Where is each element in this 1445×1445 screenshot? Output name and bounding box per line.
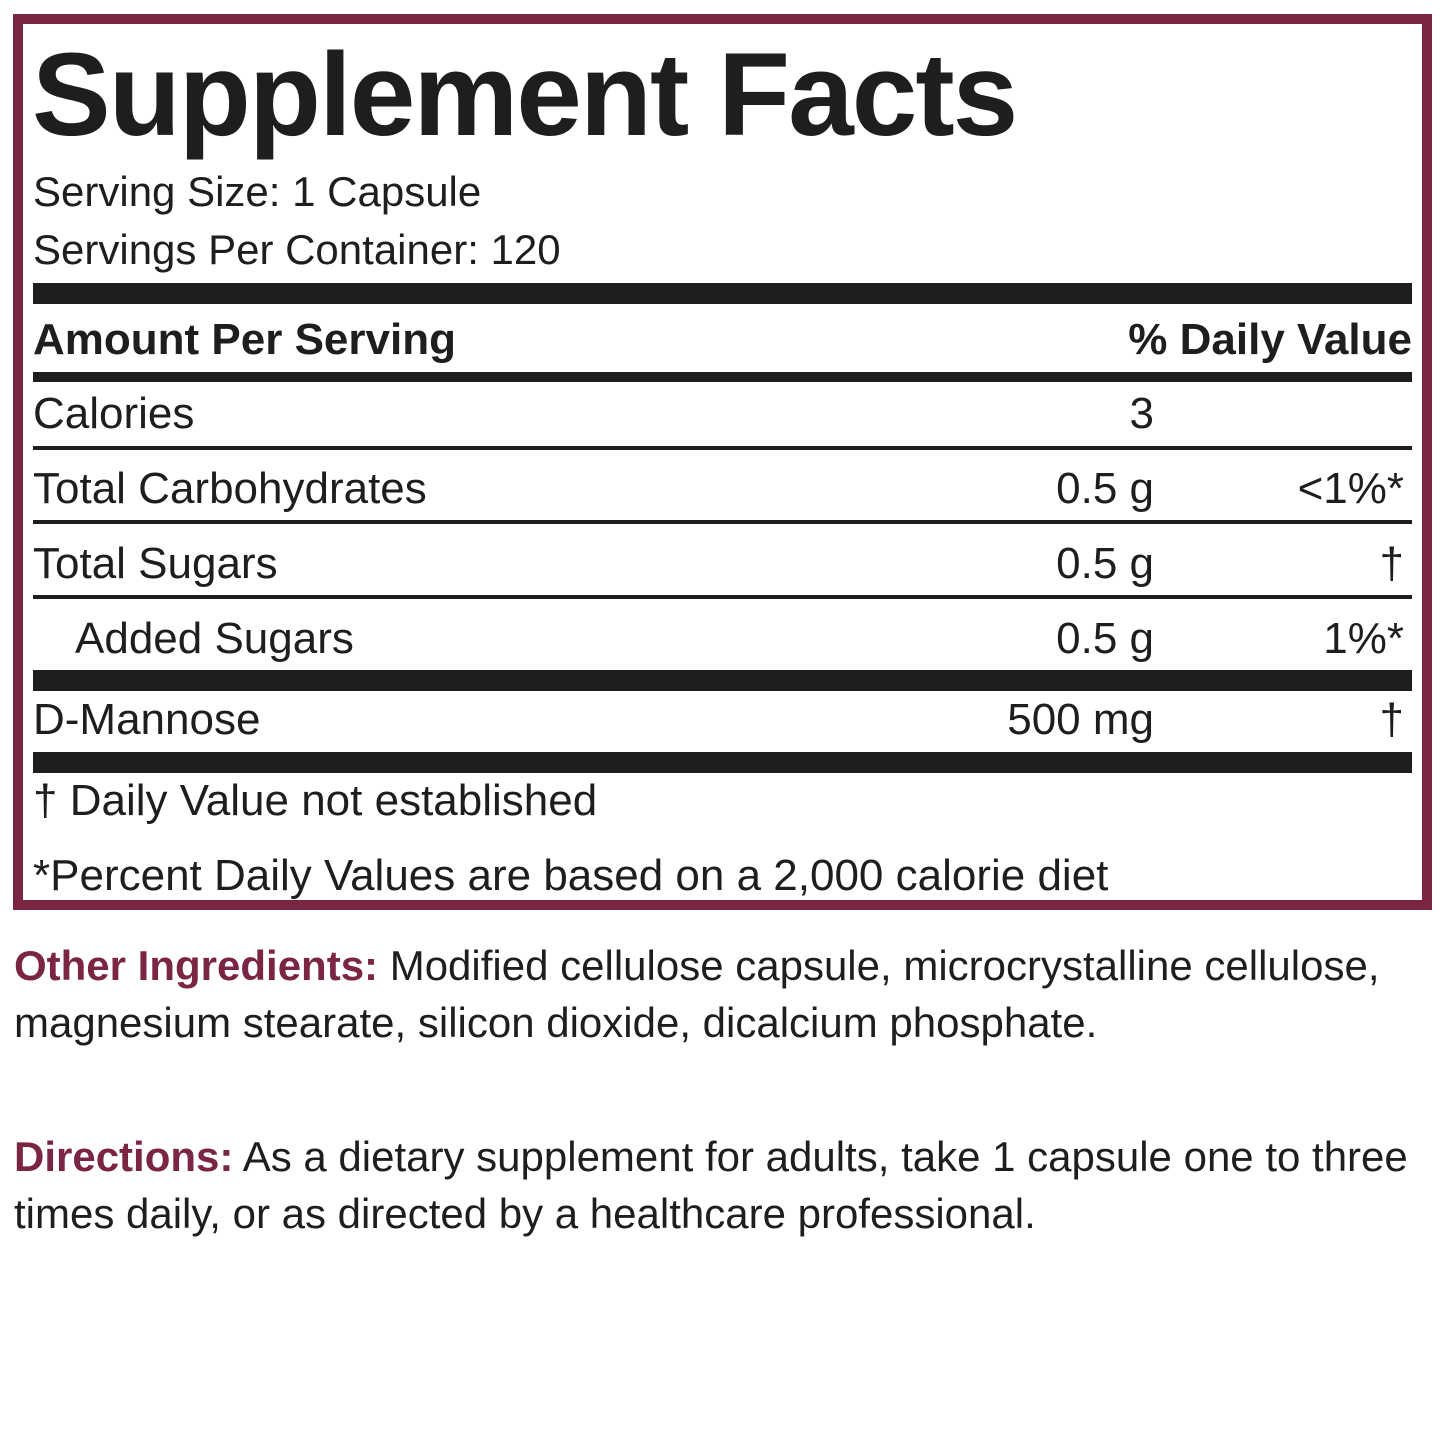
serving-size: Serving Size: 1 Capsule: [33, 168, 482, 215]
other-ingredients-text: Modified cellulose capsule, microcrystal…: [14, 942, 1380, 1046]
divider-thick: [33, 670, 1412, 691]
nutrient-amount: 0.5 g: [1056, 539, 1154, 588]
nutrient-row: D-Mannose 500 mg †: [33, 690, 1412, 750]
servings-per-container: Servings Per Container: 120: [33, 226, 561, 273]
nutrient-name: Calories: [33, 389, 195, 438]
directions-text: As a dietary supplement for adults, take…: [14, 1133, 1408, 1237]
nutrient-dv: <1%*: [1297, 464, 1404, 513]
other-ingredients-label: Other Ingredients:: [14, 942, 379, 989]
nutrient-row: Total Sugars 0.5 g †: [33, 534, 1412, 594]
divider-thin: [33, 446, 1412, 450]
amount-header: Amount Per Serving: [33, 315, 456, 364]
nutrient-name: Total Sugars: [33, 539, 278, 588]
nutrient-dv: 1%*: [1323, 614, 1404, 663]
nutrient-name: Total Carbohydrates: [33, 464, 427, 513]
nutrient-dv: †: [1379, 539, 1404, 588]
nutrient-amount: 0.5 g: [1056, 614, 1154, 663]
divider-thin: [33, 520, 1412, 524]
nutrient-name: Added Sugars: [75, 614, 354, 663]
divider-medium: [33, 372, 1412, 382]
header-row: Amount Per Serving % Daily Value: [33, 310, 1412, 370]
footnote-percent: *Percent Daily Values are based on a 2,0…: [33, 851, 1109, 900]
supplement-facts-panel: [13, 14, 1432, 910]
directions: Directions: As a dietary supplement for …: [14, 1128, 1434, 1242]
daily-value-header: % Daily Value: [1128, 315, 1412, 364]
panel-title: Supplement Facts: [32, 29, 1018, 161]
other-ingredients: Other Ingredients: Modified cellulose ca…: [14, 937, 1434, 1051]
nutrient-row: Added Sugars 0.5 g 1%*: [33, 609, 1412, 669]
nutrient-row: Total Carbohydrates 0.5 g <1%*: [33, 459, 1412, 519]
nutrient-row: Calories 3: [33, 384, 1412, 444]
divider-thick: [33, 752, 1412, 773]
divider-thin: [33, 595, 1412, 599]
nutrient-dv: †: [1379, 695, 1404, 744]
nutrient-name: D-Mannose: [33, 695, 261, 744]
nutrient-amount: 0.5 g: [1056, 464, 1154, 513]
footnote-dagger: † Daily Value not established: [33, 776, 598, 825]
divider-thick: [33, 283, 1412, 304]
nutrient-amount: 3: [1129, 389, 1154, 438]
directions-label: Directions:: [14, 1133, 234, 1180]
nutrient-amount: 500 mg: [1007, 695, 1154, 744]
